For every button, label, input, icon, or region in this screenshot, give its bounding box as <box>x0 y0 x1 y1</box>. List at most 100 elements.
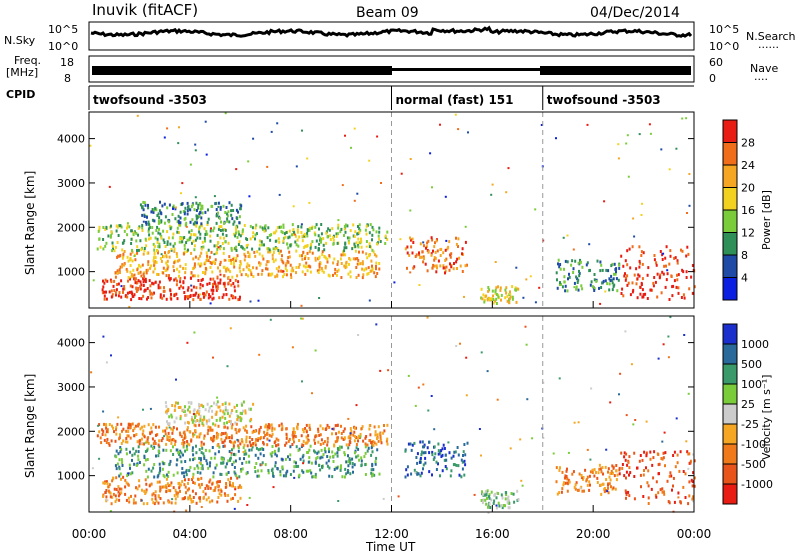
data-cell <box>121 461 124 465</box>
data-cell <box>612 486 615 490</box>
data-cell <box>235 245 238 249</box>
data-cell <box>326 436 329 440</box>
scatter-cell <box>192 413 195 415</box>
scatter-cell <box>349 432 352 435</box>
data-cell <box>305 261 308 265</box>
scatter-cell <box>677 496 680 499</box>
data-cell <box>188 430 191 434</box>
data-cell <box>158 227 160 231</box>
data-cell <box>191 218 194 222</box>
data-cell <box>147 263 150 267</box>
noise-panel-frame <box>88 21 695 51</box>
data-cell <box>411 251 414 255</box>
data-cell <box>136 487 139 491</box>
data-cell <box>179 431 181 435</box>
data-cell <box>311 475 314 479</box>
data-cell <box>102 285 105 289</box>
data-cell <box>134 258 137 262</box>
data-cell <box>230 497 233 501</box>
data-cell <box>324 266 327 270</box>
data-cell <box>165 484 167 488</box>
data-cell <box>466 263 468 267</box>
data-cell <box>417 472 420 476</box>
data-cell <box>192 257 195 261</box>
scatter-cell <box>353 199 356 202</box>
data-cell <box>148 237 150 241</box>
data-cell <box>120 487 123 491</box>
data-cell <box>189 220 192 224</box>
data-cell <box>239 416 242 420</box>
data-cell <box>154 236 157 240</box>
data-cell <box>240 417 243 421</box>
data-cell <box>174 404 177 408</box>
data-cell <box>303 232 306 236</box>
data-cell <box>179 280 182 284</box>
data-cell <box>564 474 567 478</box>
data-cell <box>192 475 195 479</box>
data-cell <box>250 417 253 421</box>
data-cell <box>358 230 361 234</box>
data-cell <box>112 477 115 481</box>
data-cell <box>206 257 209 260</box>
data-cell <box>443 266 446 270</box>
scatter-cell <box>526 398 529 401</box>
data-cell <box>462 454 464 457</box>
scatter-cell <box>675 147 678 150</box>
data-cell <box>216 444 219 448</box>
data-cell <box>223 444 226 448</box>
data-cell <box>107 489 110 493</box>
data-cell <box>114 464 117 468</box>
data-cell <box>464 240 467 244</box>
data-cell <box>257 272 260 276</box>
data-cell <box>165 255 168 259</box>
data-cell <box>354 230 357 234</box>
data-cell <box>117 494 120 498</box>
data-cell <box>145 222 148 226</box>
data-cell <box>109 495 112 499</box>
data-cell <box>244 411 247 415</box>
data-cell <box>137 445 140 449</box>
data-cell <box>128 225 131 229</box>
scatter-cell <box>356 192 359 195</box>
data-cell <box>104 278 107 282</box>
data-cell <box>262 442 265 446</box>
cpid-segments: twofsound -3503 normal (fast) 151 twofsoun… <box>88 86 661 110</box>
data-cell <box>251 445 254 449</box>
data-cell <box>559 466 561 470</box>
data-cell <box>191 449 194 453</box>
data-cell <box>350 429 353 433</box>
data-cell <box>237 210 239 214</box>
data-cell <box>321 427 324 431</box>
data-cell <box>232 262 235 266</box>
data-cell <box>227 210 230 214</box>
data-cell <box>605 268 608 272</box>
data-cell <box>500 504 503 507</box>
data-cell <box>288 437 291 441</box>
data-cell <box>279 249 282 253</box>
data-cell <box>151 231 154 235</box>
data-cell <box>146 475 149 479</box>
data-cell <box>117 452 120 456</box>
data-cell <box>588 488 591 492</box>
data-cell <box>676 273 678 277</box>
scatter-cell <box>480 351 483 354</box>
data-cell <box>213 226 216 230</box>
data-cell <box>120 491 123 495</box>
data-cell <box>625 493 628 496</box>
data-cell <box>207 208 209 212</box>
data-cell <box>585 478 588 482</box>
scatter-cell <box>308 201 311 204</box>
data-cell <box>442 251 445 255</box>
data-cell <box>170 248 173 252</box>
data-cell <box>127 496 130 500</box>
data-cell <box>584 468 587 472</box>
colorbar-swatch <box>723 120 737 143</box>
scatter-cell <box>687 392 690 395</box>
data-cell <box>223 282 226 286</box>
data-cell <box>184 263 187 267</box>
scatter-cell <box>534 301 537 304</box>
data-cell <box>404 475 407 479</box>
data-cell <box>162 289 165 293</box>
scatter-cell <box>204 120 207 123</box>
data-cell <box>183 243 186 247</box>
